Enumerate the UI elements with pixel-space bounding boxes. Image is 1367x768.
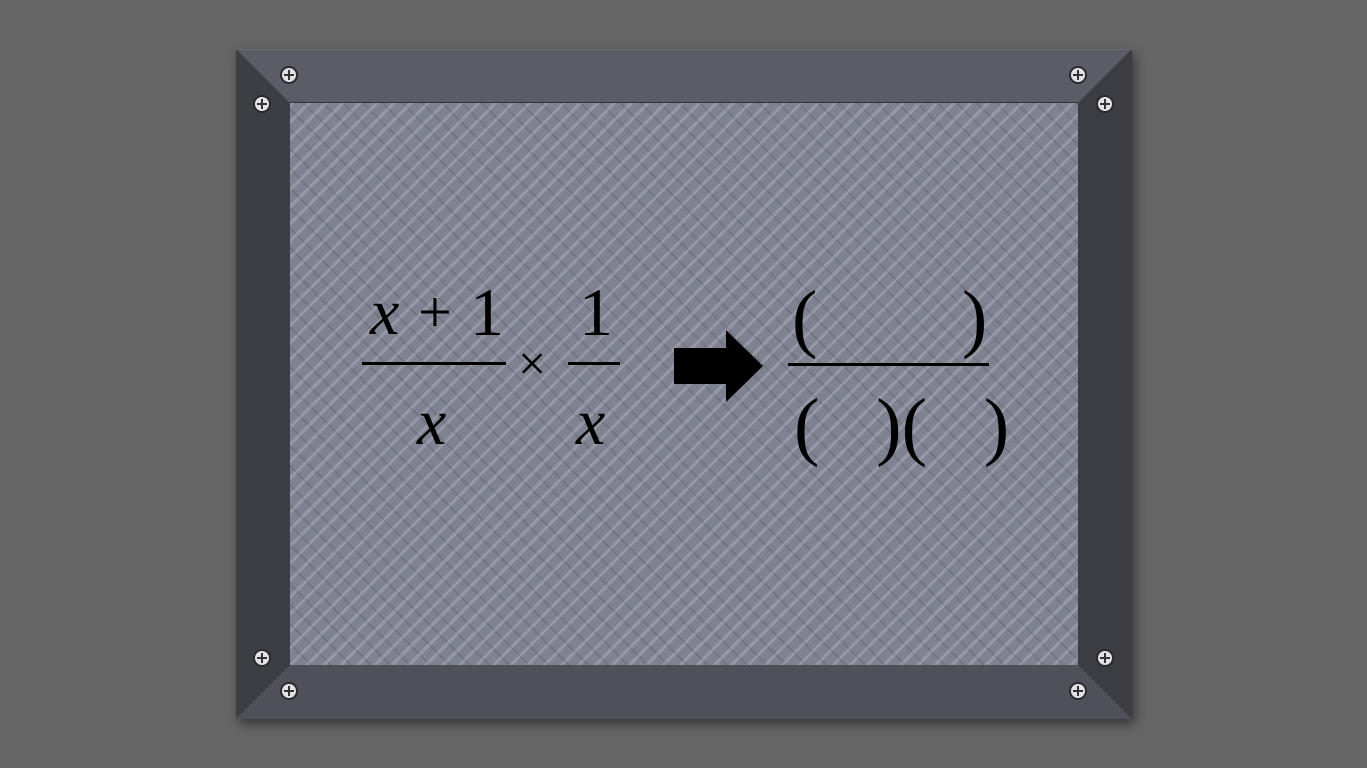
frame-bevel <box>236 49 1132 719</box>
screw-icon <box>1096 95 1114 113</box>
fraction2-denominator: x <box>576 386 606 459</box>
right-arrow-icon <box>674 330 763 402</box>
screw-icon <box>1069 682 1087 700</box>
fraction1-numerator-op: + <box>418 279 452 345</box>
fraction1-numerator-num: 1 <box>470 274 504 350</box>
times-operator: × <box>518 335 547 391</box>
answer-numerator-right-paren: ) <box>962 276 988 360</box>
fraction1-numerator-var: x <box>370 276 400 349</box>
answer-numerator-left-paren: ( <box>792 276 818 360</box>
screw-icon <box>253 649 271 667</box>
answer-bar <box>788 363 989 366</box>
screw-icon <box>280 682 298 700</box>
screw-icon <box>253 95 271 113</box>
fraction1-denominator: x <box>417 386 447 459</box>
screw-icon <box>1069 66 1087 84</box>
fraction2-numerator: 1 <box>579 274 613 350</box>
answer-denominator: ( )( ) <box>794 384 1010 468</box>
fraction1-bar <box>362 362 506 365</box>
diamond-plate <box>290 103 1078 665</box>
screw-icon <box>280 66 298 84</box>
metal-frame <box>236 49 1132 719</box>
screw-icon <box>1096 649 1114 667</box>
fraction2-bar <box>568 362 620 365</box>
